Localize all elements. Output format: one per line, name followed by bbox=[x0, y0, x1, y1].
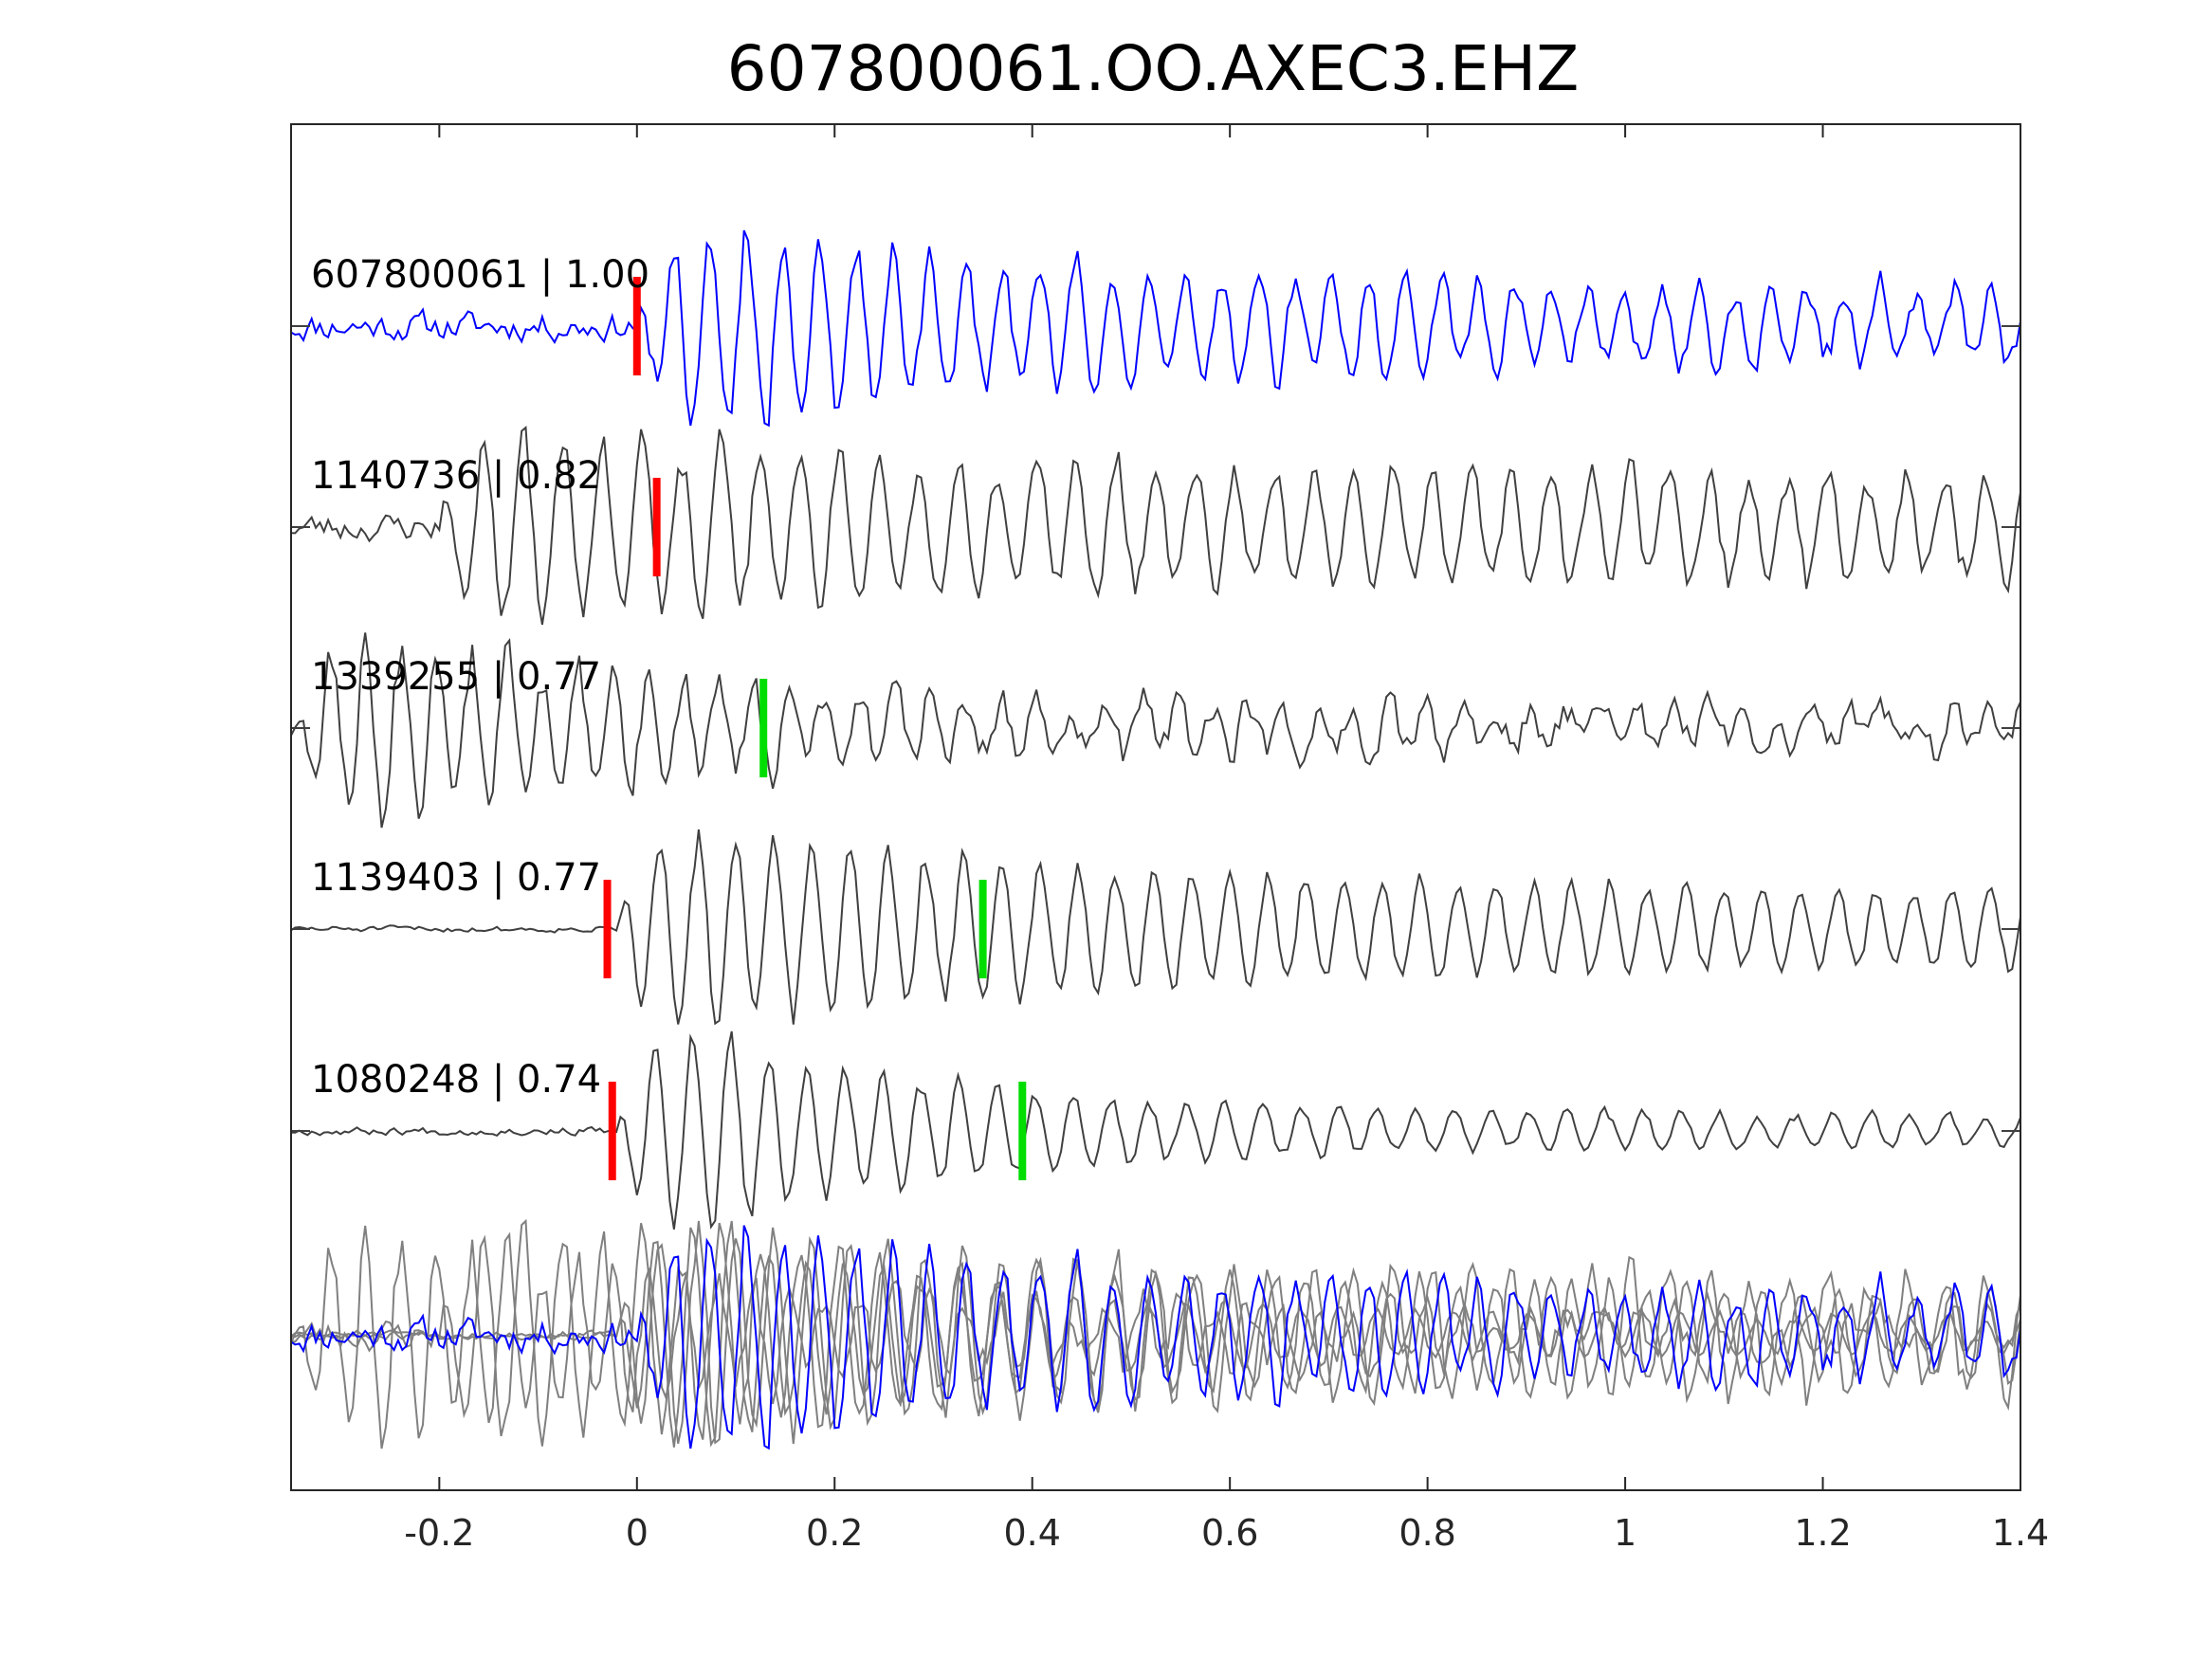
stack-trace-line bbox=[290, 1220, 2021, 1445]
trace-group bbox=[290, 229, 2021, 1230]
stack-trace-line bbox=[290, 1220, 2021, 1448]
trace-line bbox=[290, 425, 2021, 626]
x-tick-label: 0 bbox=[626, 1512, 649, 1554]
x-axis: -0.2 0 0.2 0.4 0.6 0.8 1 1.2 1.4 bbox=[404, 124, 2049, 1554]
trace-line bbox=[290, 829, 2021, 1026]
x-tick-label: 1 bbox=[1614, 1512, 1636, 1554]
x-tick-label: 1.2 bbox=[1794, 1512, 1851, 1554]
trace-label: 607800061 | 1.00 bbox=[311, 253, 649, 297]
chart-title: 607800061.OO.AXEC3.EHZ bbox=[727, 32, 1580, 105]
trace-line bbox=[290, 229, 2021, 428]
trace-label: 1080248 | 0.74 bbox=[311, 1058, 601, 1102]
stack-trace-line bbox=[290, 1225, 2021, 1449]
x-tick-label: 0.8 bbox=[1398, 1512, 1455, 1554]
x-tick-label: 0.6 bbox=[1201, 1512, 1258, 1554]
x-tick-label: -0.2 bbox=[404, 1512, 474, 1554]
x-tick-label: 0.4 bbox=[1003, 1512, 1060, 1554]
trace-label: 1140736 | 0.82 bbox=[311, 454, 601, 498]
trace-label: 1139403 | 0.77 bbox=[311, 856, 601, 900]
trace-line bbox=[290, 632, 2021, 829]
stack-group bbox=[290, 1218, 2021, 1450]
trace-label: 1339255 | 0.77 bbox=[311, 655, 601, 699]
stack-trace-line bbox=[290, 1225, 2021, 1450]
x-tick-label: 1.4 bbox=[1992, 1512, 2049, 1554]
pick-group bbox=[603, 277, 1027, 1180]
trace-label-group: 607800061 | 1.00 1140736 | 0.82 1339255 | … bbox=[311, 253, 649, 1102]
trace-line bbox=[290, 1030, 2021, 1230]
plot-frame bbox=[290, 123, 2021, 1491]
x-tick-label: 0.2 bbox=[806, 1512, 863, 1554]
